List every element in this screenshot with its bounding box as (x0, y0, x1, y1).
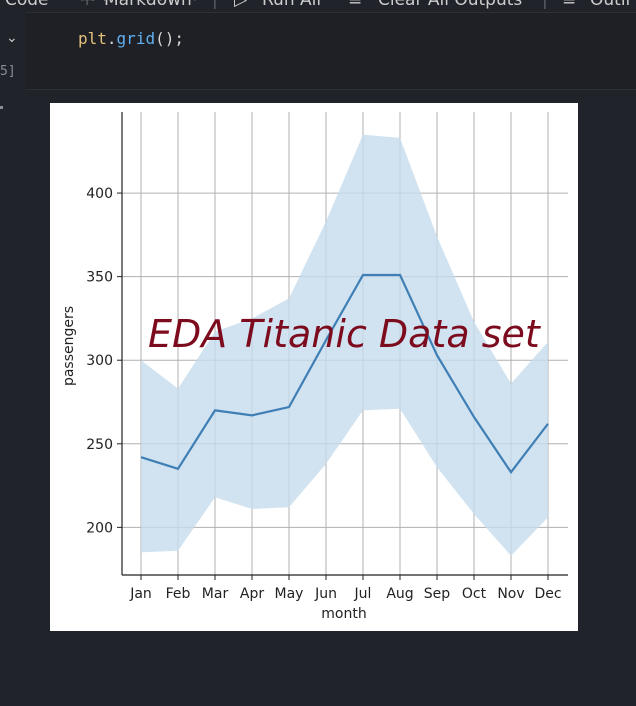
x-tick-label: Apr (240, 586, 264, 602)
toolbar-separator: | (542, 0, 548, 10)
y-tick-label: 400 (86, 186, 113, 202)
x-tick-label: Jul (354, 586, 372, 602)
x-tick-label: Feb (166, 586, 191, 602)
code-tail: (); (155, 29, 184, 48)
x-tick-label: Jan (129, 586, 152, 602)
toolbar-code-button[interactable]: Code (5, 0, 49, 10)
clear-outputs-icon: ≡ (348, 0, 363, 10)
x-tick-label: Nov (497, 586, 524, 602)
toolbar-separator: | (212, 0, 218, 10)
x-tick-label: Mar (202, 586, 229, 602)
toolbar-markdown-button[interactable]: Markdown (104, 0, 192, 10)
code-cell[interactable]: ⁀⁀⁀⁀⁀⁀⁀⁀⁀⁀ plt.grid(); (26, 0, 636, 90)
x-tick-label: May (275, 586, 304, 602)
watermark-text: EDA Titanic Data set (148, 312, 540, 356)
outline-icon: ≡ (562, 0, 577, 10)
execution-count: 5] (0, 64, 16, 79)
toolbar-clear-outputs-button[interactable]: Clear All Outputs (378, 0, 523, 10)
y-tick-label: 300 (86, 353, 113, 369)
y-tick-label: 350 (86, 270, 113, 286)
toolbar-outline-button[interactable]: Outli (590, 0, 631, 10)
previous-code-line: ⁀⁀⁀⁀⁀⁀⁀⁀⁀⁀ (82, 0, 195, 15)
collapse-cell-icon[interactable]: ⌄ (6, 30, 18, 46)
x-tick-label: Aug (386, 586, 413, 602)
code-line: plt.grid(); (78, 29, 184, 48)
confidence-band (141, 134, 548, 556)
notebook-toolbar: Code + Markdown | ▷ Run All ≡ Clear All … (0, 0, 636, 12)
y-axis-label: passengers (61, 306, 77, 386)
x-tick-label: Sep (424, 586, 451, 602)
x-tick-label: Dec (534, 586, 561, 602)
line-chart: Jan Feb Mar Apr May Jun Jul Aug Sep Oct Nov Dec 200 2… (61, 112, 568, 622)
x-tick-label: Oct (462, 586, 487, 602)
y-tick-label: 250 (86, 437, 113, 453)
code-variable: plt (78, 29, 107, 48)
toolbar-run-all-button[interactable]: Run All (262, 0, 322, 10)
y-tick-label: 200 (86, 520, 113, 536)
x-axis-label: month (321, 606, 366, 622)
x-tick-label: Jun (314, 586, 337, 602)
run-all-icon: ▷ (234, 0, 248, 10)
plot-output: Jan Feb Mar Apr May Jun Jul Aug Sep Oct Nov Dec 200 2… (50, 103, 578, 631)
code-function: grid (116, 29, 156, 48)
code-dot: . (106, 29, 117, 48)
series-line (140, 273, 549, 475)
output-marker (0, 106, 3, 109)
toolbar-separator: + (80, 0, 95, 10)
